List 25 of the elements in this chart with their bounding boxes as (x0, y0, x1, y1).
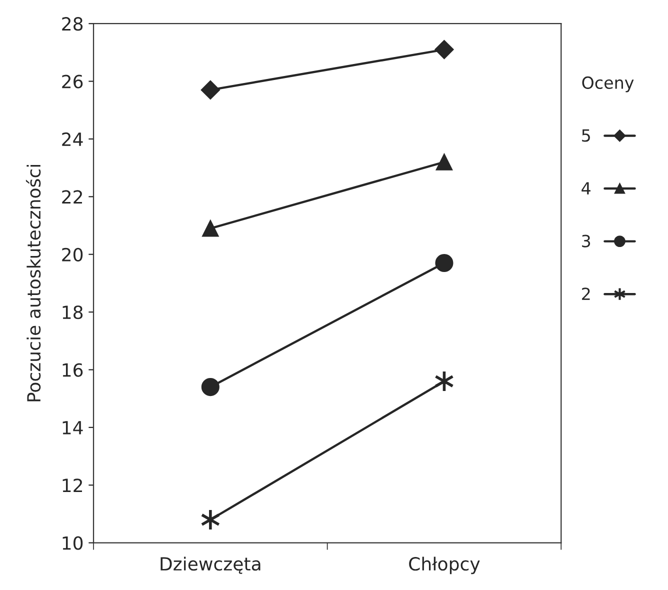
y-tick-label: 14 (62, 421, 83, 434)
y-tick-label: 10 (62, 536, 83, 550)
point (200, 80, 220, 100)
legend-label: 3 (582, 234, 590, 248)
y-tick-label: 26 (62, 74, 83, 88)
y-axis-title: Poczucie autoskuteczności (26, 165, 41, 402)
point (436, 154, 453, 170)
y-tick-label: 12 (62, 478, 82, 492)
point (202, 220, 219, 237)
y-tick-label: 20 (62, 248, 83, 262)
legend-label: 4 (582, 182, 590, 194)
y-tick-label: 22 (62, 190, 82, 204)
y-tick-label: 16 (62, 363, 83, 377)
legend-title: Oceny (582, 76, 634, 92)
x-tick-label: Chłopcy (409, 556, 480, 574)
point (200, 508, 220, 531)
legend-label: 5 (582, 129, 590, 142)
legend-label: 2 (582, 288, 590, 300)
y-tick-label: 28 (62, 17, 83, 31)
point (201, 378, 220, 396)
y-tick-label: 18 (62, 306, 83, 320)
y-tick-label: 24 (62, 132, 83, 146)
point (434, 40, 454, 60)
x-tick-label: Dziewczęta (160, 556, 260, 574)
point (435, 254, 454, 272)
